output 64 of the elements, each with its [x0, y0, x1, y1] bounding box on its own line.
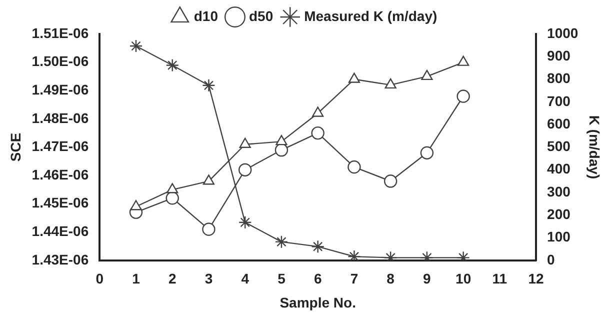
y2-tick-label: 0: [547, 251, 556, 268]
x-tick-label: 1: [132, 270, 140, 287]
legend-label: d50: [248, 8, 274, 24]
y-axis-title: SCE: [7, 132, 24, 162]
point: [202, 174, 215, 185]
y2-tick-label: 500: [547, 138, 571, 154]
point: [384, 174, 398, 188]
point: [456, 90, 470, 103]
x-tick-label: 12: [528, 270, 544, 287]
point: [420, 146, 434, 160]
legend-label: d10: [194, 8, 218, 24]
x-tick-label: 5: [278, 270, 286, 287]
y-tick-label: 1.50E-06: [32, 53, 89, 70]
point: [276, 134, 288, 146]
y-tick-label: 1.45E-06: [32, 194, 89, 211]
y-tick-label: 1.49E-06: [32, 81, 89, 98]
y-tick-label: 1.47E-06: [32, 138, 89, 154]
point: [239, 138, 251, 148]
y2-tick-label: 300: [547, 183, 571, 200]
point: [166, 183, 178, 194]
y2-tick-label: 200: [547, 206, 571, 222]
point: [238, 216, 252, 229]
x-tick-label: 9: [423, 270, 432, 287]
y2-tick-label: 100: [547, 228, 571, 245]
y2-axis-title: K (m/day): [586, 115, 603, 180]
y2-tick-label: 800: [547, 70, 571, 86]
y2-tick-label: 400: [547, 160, 571, 177]
point: [274, 235, 288, 248]
point: [202, 78, 216, 92]
x-tick-label: 10: [456, 270, 472, 287]
x-tick-label: 3: [204, 270, 213, 287]
point: [129, 39, 143, 53]
y-tick-label: 1.46E-06: [32, 166, 89, 182]
point: [166, 58, 179, 72]
point: [311, 240, 324, 254]
point: [312, 106, 324, 117]
legend-label: Measured K (m/day): [304, 8, 438, 24]
y-tick-label: 1.51E-06: [32, 24, 89, 41]
x-tick-label: 0: [96, 270, 104, 287]
point: [166, 192, 179, 205]
x-tick-label: 6: [314, 270, 322, 287]
x-tick-label: 4: [241, 270, 250, 287]
point: [311, 126, 324, 140]
x-tick-label: 7: [350, 270, 358, 287]
x-tick-label: 2: [168, 270, 176, 287]
point: [238, 163, 252, 176]
point: [384, 78, 396, 89]
point: [202, 222, 216, 236]
y-tick-label: 1.44E-06: [32, 222, 89, 239]
point: [348, 72, 360, 83]
point: [130, 200, 142, 210]
x-axis-title: Sample No.: [280, 294, 356, 310]
y-tick-label: 1.43E-06: [32, 251, 89, 268]
y2-tick-label: 1000: [547, 24, 578, 41]
y-tick-label: 1.48E-06: [32, 110, 89, 126]
point: [274, 143, 288, 157]
point: [421, 70, 433, 80]
point: [458, 56, 470, 66]
y2-tick-label: 600: [547, 115, 571, 132]
point: [348, 160, 361, 174]
x-tick-label: 8: [386, 270, 395, 287]
y2-tick-label: 700: [547, 92, 571, 109]
x-tick-label: 11: [492, 270, 508, 287]
y2-tick-label: 900: [547, 48, 571, 64]
